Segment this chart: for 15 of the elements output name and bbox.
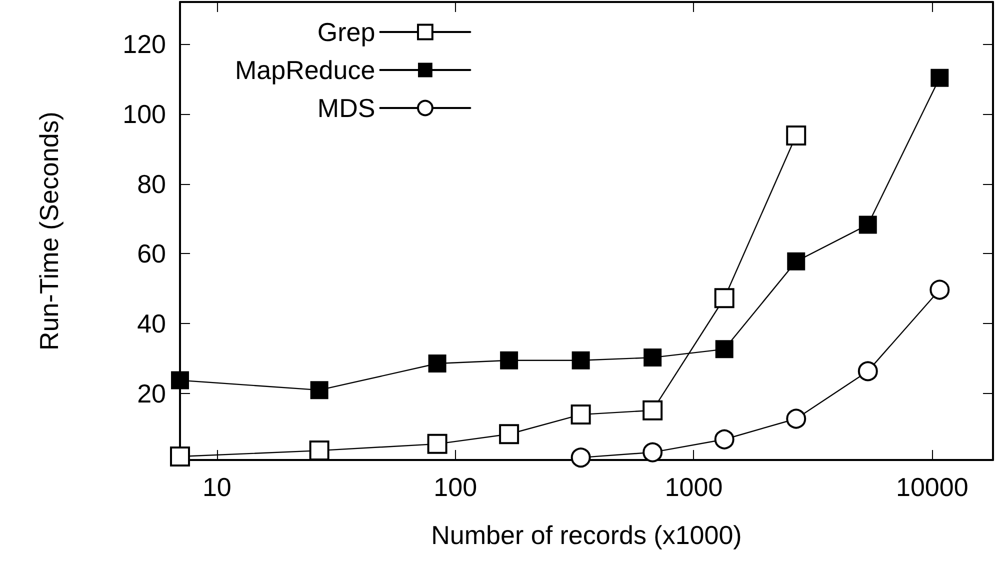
- legend-label: MDS: [317, 93, 376, 123]
- y-tick-label: 80: [137, 168, 166, 199]
- y-tick-label: 120: [122, 28, 166, 59]
- legend-label: Grep: [317, 17, 376, 47]
- x-tick-label: 100: [434, 472, 478, 502]
- legend-label: MapReduce: [234, 55, 376, 85]
- x-tick-label: 1000: [664, 472, 723, 502]
- y-tick-label: 40: [137, 308, 166, 339]
- y-tick-label: 60: [137, 238, 166, 269]
- y-axis-title: Run-Time (Seconds): [34, 112, 64, 350]
- x-tick-label: 10000: [896, 472, 968, 502]
- x-tick-label: 10: [202, 472, 232, 502]
- y-tick-label: 20: [137, 378, 166, 409]
- x-axis-title: Number of records (x1000): [431, 520, 742, 550]
- y-tick-label: 100: [122, 98, 166, 129]
